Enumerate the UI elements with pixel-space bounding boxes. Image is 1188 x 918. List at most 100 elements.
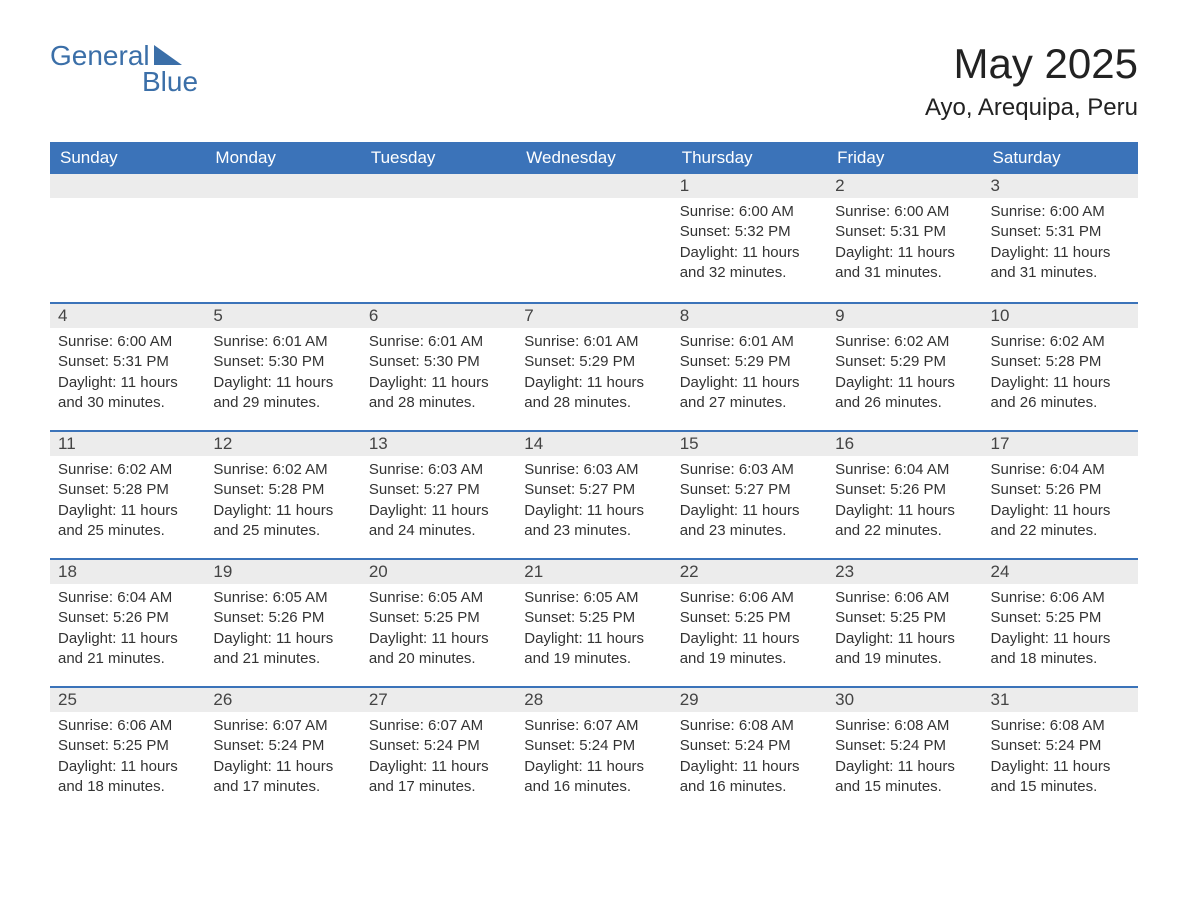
page-header: General Blue May 2025 Ayo, Arequipa, Per… xyxy=(50,40,1138,122)
sunrise-line: Sunrise: 6:01 AM xyxy=(524,332,663,352)
calendar-cell: 9Sunrise: 6:02 AMSunset: 5:29 PMDaylight… xyxy=(827,302,982,430)
daylight-line: Daylight: 11 hours and 28 minutes. xyxy=(524,373,663,414)
sunrise-line: Sunrise: 6:04 AM xyxy=(835,460,974,480)
sunset-line: Sunset: 5:24 PM xyxy=(991,736,1130,756)
daylight-line: Daylight: 11 hours and 18 minutes. xyxy=(58,757,197,798)
day-details: Sunrise: 6:04 AMSunset: 5:26 PMDaylight:… xyxy=(50,584,205,677)
empty-day-bar xyxy=(516,174,671,198)
daylight-line: Daylight: 11 hours and 25 minutes. xyxy=(213,501,352,542)
sunrise-line: Sunrise: 6:05 AM xyxy=(369,588,508,608)
day-number: 26 xyxy=(205,686,360,712)
calendar-cell: 6Sunrise: 6:01 AMSunset: 5:30 PMDaylight… xyxy=(361,302,516,430)
calendar-row: 11Sunrise: 6:02 AMSunset: 5:28 PMDayligh… xyxy=(50,430,1138,558)
sunrise-line: Sunrise: 6:00 AM xyxy=(991,202,1130,222)
sunrise-line: Sunrise: 6:05 AM xyxy=(524,588,663,608)
sunrise-line: Sunrise: 6:04 AM xyxy=(58,588,197,608)
daylight-line: Daylight: 11 hours and 23 minutes. xyxy=(680,501,819,542)
triangle-icon xyxy=(154,45,182,65)
daylight-line: Daylight: 11 hours and 32 minutes. xyxy=(680,243,819,284)
calendar-cell: 23Sunrise: 6:06 AMSunset: 5:25 PMDayligh… xyxy=(827,558,982,686)
daylight-line: Daylight: 11 hours and 22 minutes. xyxy=(835,501,974,542)
daylight-line: Daylight: 11 hours and 17 minutes. xyxy=(369,757,508,798)
day-number: 11 xyxy=(50,430,205,456)
day-number: 30 xyxy=(827,686,982,712)
daylight-line: Daylight: 11 hours and 27 minutes. xyxy=(680,373,819,414)
sunrise-line: Sunrise: 6:02 AM xyxy=(835,332,974,352)
day-number: 12 xyxy=(205,430,360,456)
daylight-line: Daylight: 11 hours and 16 minutes. xyxy=(524,757,663,798)
day-details: Sunrise: 6:01 AMSunset: 5:30 PMDaylight:… xyxy=(361,328,516,421)
sunset-line: Sunset: 5:25 PM xyxy=(991,608,1130,628)
day-number: 29 xyxy=(672,686,827,712)
day-number: 24 xyxy=(983,558,1138,584)
sunset-line: Sunset: 5:25 PM xyxy=(369,608,508,628)
day-details: Sunrise: 6:01 AMSunset: 5:29 PMDaylight:… xyxy=(516,328,671,421)
sunset-line: Sunset: 5:27 PM xyxy=(680,480,819,500)
sunrise-line: Sunrise: 6:02 AM xyxy=(58,460,197,480)
sunset-line: Sunset: 5:31 PM xyxy=(58,352,197,372)
day-details: Sunrise: 6:08 AMSunset: 5:24 PMDaylight:… xyxy=(672,712,827,805)
location-text: Ayo, Arequipa, Peru xyxy=(925,94,1138,122)
sunset-line: Sunset: 5:24 PM xyxy=(524,736,663,756)
sunset-line: Sunset: 5:30 PM xyxy=(213,352,352,372)
sunrise-line: Sunrise: 6:06 AM xyxy=(991,588,1130,608)
sunrise-line: Sunrise: 6:07 AM xyxy=(524,716,663,736)
day-details: Sunrise: 6:08 AMSunset: 5:24 PMDaylight:… xyxy=(983,712,1138,805)
day-number: 22 xyxy=(672,558,827,584)
calendar-cell: 8Sunrise: 6:01 AMSunset: 5:29 PMDaylight… xyxy=(672,302,827,430)
sunrise-line: Sunrise: 6:01 AM xyxy=(680,332,819,352)
daylight-line: Daylight: 11 hours and 26 minutes. xyxy=(991,373,1130,414)
sunset-line: Sunset: 5:25 PM xyxy=(58,736,197,756)
day-number: 20 xyxy=(361,558,516,584)
calendar-cell: 2Sunrise: 6:00 AMSunset: 5:31 PMDaylight… xyxy=(827,174,982,302)
calendar-cell: 25Sunrise: 6:06 AMSunset: 5:25 PMDayligh… xyxy=(50,686,205,814)
weekday-header: Wednesday xyxy=(516,142,671,174)
day-number: 31 xyxy=(983,686,1138,712)
day-number: 19 xyxy=(205,558,360,584)
calendar-row: 1Sunrise: 6:00 AMSunset: 5:32 PMDaylight… xyxy=(50,174,1138,302)
day-details: Sunrise: 6:00 AMSunset: 5:31 PMDaylight:… xyxy=(827,198,982,291)
sunrise-line: Sunrise: 6:06 AM xyxy=(835,588,974,608)
calendar-cell: 7Sunrise: 6:01 AMSunset: 5:29 PMDaylight… xyxy=(516,302,671,430)
sunset-line: Sunset: 5:30 PM xyxy=(369,352,508,372)
calendar-cell: 22Sunrise: 6:06 AMSunset: 5:25 PMDayligh… xyxy=(672,558,827,686)
calendar-cell: 5Sunrise: 6:01 AMSunset: 5:30 PMDaylight… xyxy=(205,302,360,430)
daylight-line: Daylight: 11 hours and 21 minutes. xyxy=(58,629,197,670)
sunrise-line: Sunrise: 6:00 AM xyxy=(58,332,197,352)
calendar-cell: 19Sunrise: 6:05 AMSunset: 5:26 PMDayligh… xyxy=(205,558,360,686)
day-details: Sunrise: 6:03 AMSunset: 5:27 PMDaylight:… xyxy=(361,456,516,549)
day-number: 1 xyxy=(672,174,827,198)
title-block: May 2025 Ayo, Arequipa, Peru xyxy=(925,40,1138,122)
logo-text1: General xyxy=(50,40,150,72)
calendar-cell: 10Sunrise: 6:02 AMSunset: 5:28 PMDayligh… xyxy=(983,302,1138,430)
sunrise-line: Sunrise: 6:03 AM xyxy=(680,460,819,480)
day-details: Sunrise: 6:05 AMSunset: 5:25 PMDaylight:… xyxy=(516,584,671,677)
day-number: 21 xyxy=(516,558,671,584)
day-number: 5 xyxy=(205,302,360,328)
daylight-line: Daylight: 11 hours and 31 minutes. xyxy=(835,243,974,284)
sunrise-line: Sunrise: 6:00 AM xyxy=(835,202,974,222)
daylight-line: Daylight: 11 hours and 19 minutes. xyxy=(680,629,819,670)
day-details: Sunrise: 6:00 AMSunset: 5:31 PMDaylight:… xyxy=(50,328,205,421)
sunset-line: Sunset: 5:28 PM xyxy=(213,480,352,500)
sunset-line: Sunset: 5:26 PM xyxy=(58,608,197,628)
sunset-line: Sunset: 5:24 PM xyxy=(835,736,974,756)
empty-day-bar xyxy=(205,174,360,198)
day-details: Sunrise: 6:05 AMSunset: 5:25 PMDaylight:… xyxy=(361,584,516,677)
day-number: 28 xyxy=(516,686,671,712)
daylight-line: Daylight: 11 hours and 28 minutes. xyxy=(369,373,508,414)
sunrise-line: Sunrise: 6:01 AM xyxy=(369,332,508,352)
day-details: Sunrise: 6:02 AMSunset: 5:28 PMDaylight:… xyxy=(205,456,360,549)
daylight-line: Daylight: 11 hours and 19 minutes. xyxy=(524,629,663,670)
daylight-line: Daylight: 11 hours and 26 minutes. xyxy=(835,373,974,414)
logo: General Blue xyxy=(50,40,198,98)
sunrise-line: Sunrise: 6:06 AM xyxy=(680,588,819,608)
sunrise-line: Sunrise: 6:00 AM xyxy=(680,202,819,222)
calendar-row: 18Sunrise: 6:04 AMSunset: 5:26 PMDayligh… xyxy=(50,558,1138,686)
sunrise-line: Sunrise: 6:07 AM xyxy=(213,716,352,736)
calendar-cell: 17Sunrise: 6:04 AMSunset: 5:26 PMDayligh… xyxy=(983,430,1138,558)
day-details: Sunrise: 6:07 AMSunset: 5:24 PMDaylight:… xyxy=(516,712,671,805)
day-number: 25 xyxy=(50,686,205,712)
sunrise-line: Sunrise: 6:03 AM xyxy=(369,460,508,480)
sunrise-line: Sunrise: 6:08 AM xyxy=(991,716,1130,736)
